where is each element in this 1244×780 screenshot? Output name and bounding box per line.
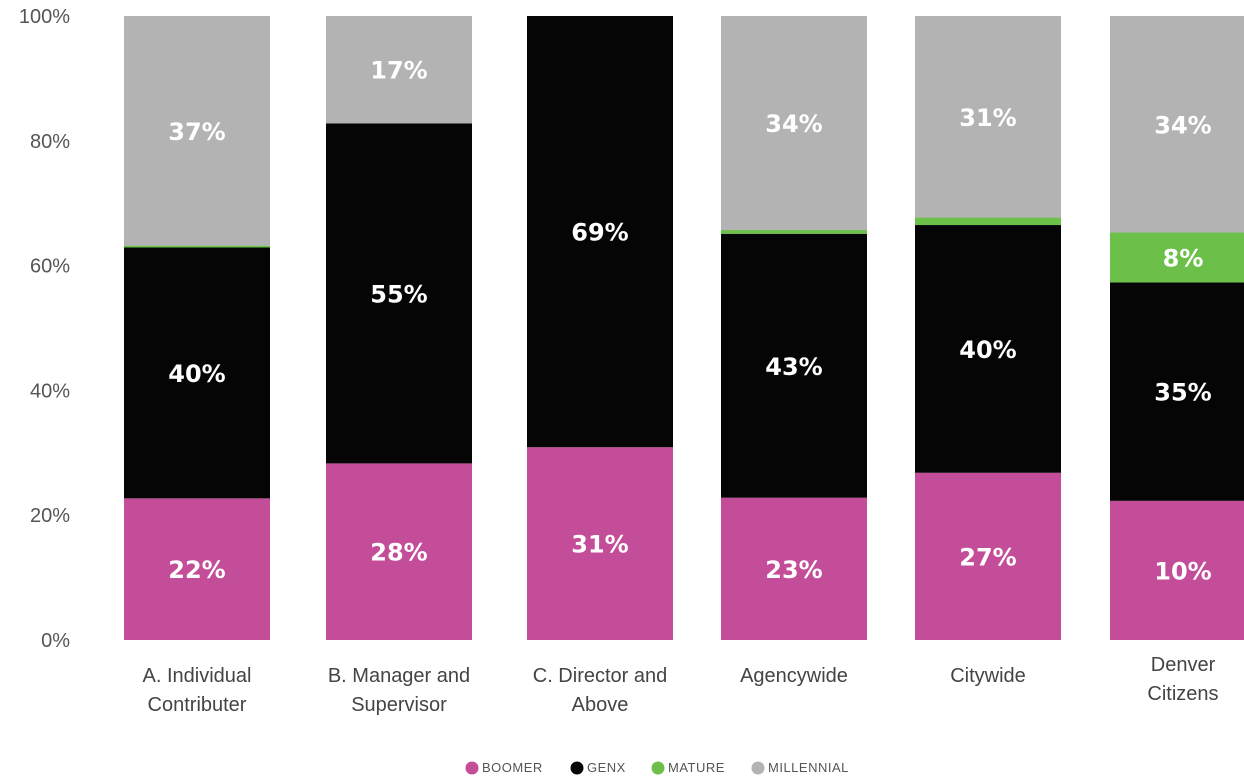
bar-segment-genx-6 [1110, 282, 1244, 501]
data-label-genx-3: 69% [571, 219, 628, 247]
bar-segment-genx-1 [124, 247, 270, 499]
data-label-boomer-1: 22% [168, 556, 225, 584]
bar-segment-boomer-4 [721, 497, 867, 640]
x-category-label-6-line-1: Denver [1151, 654, 1216, 676]
bar-segment-genx-4 [721, 233, 867, 498]
x-axis: A. Individual Contributer B. Manager and Su… [143, 654, 1219, 716]
data-label-boomer-3: 31% [571, 531, 628, 559]
legend-swatch-millennial [751, 761, 765, 775]
data-label-millennial-1: 37% [168, 118, 225, 146]
data-label-mature-6: 8% [1163, 244, 1204, 272]
data-label-genx-1: 40% [168, 360, 225, 388]
bar-segment-millennial-6 [1110, 16, 1244, 233]
bar-segment-genx-5 [915, 225, 1061, 473]
bar-segment-mature-4 [721, 230, 867, 234]
bar-segment-mature-5 [915, 217, 1061, 226]
bars: 22% 40% 37% 28% 55% 17% 31% 69% 23% 43% 34% 27% 40% 3… [124, 16, 1244, 640]
bar-segment-millennial-5 [915, 16, 1061, 218]
bar-segment-millennial-1 [124, 16, 270, 246]
y-tick-label-0: 0% [41, 630, 70, 652]
bar-segment-genx-2 [326, 123, 472, 464]
legend: BOOMER GENX MATURE MILLENNIAL [465, 760, 849, 775]
bar-segment-mature-6 [1110, 232, 1244, 283]
y-tick-label-80: 80% [30, 131, 70, 153]
data-label-boomer-5: 27% [959, 543, 1016, 571]
bar-segment-mature-1 [124, 245, 270, 248]
x-category-label-6-line-2: Citizens [1147, 683, 1218, 705]
data-label-genx-4: 43% [765, 353, 822, 381]
x-category-label-3-line-1: C. Director and [533, 665, 668, 687]
bar-segment-boomer-3 [527, 447, 673, 640]
legend-label-mature: MATURE [668, 760, 725, 775]
data-label-genx-6: 35% [1154, 379, 1211, 407]
legend-label-boomer: BOOMER [482, 760, 543, 775]
bar-segment-boomer-1 [124, 498, 270, 640]
x-category-label-1-line-1: A. Individual [143, 665, 252, 687]
x-category-label-4-line-1: Agencywide [740, 665, 848, 687]
legend-label-genx: GENX [587, 760, 626, 775]
data-label-genx-2: 55% [370, 280, 427, 308]
legend-swatch-genx [570, 761, 584, 775]
data-label-boomer-2: 28% [370, 539, 427, 567]
y-tick-label-20: 20% [30, 505, 70, 527]
bar-segment-millennial-4 [721, 16, 867, 231]
data-label-millennial-2: 17% [370, 57, 427, 85]
y-tick-label-100: 100% [19, 6, 70, 28]
bar-segment-millennial-2 [326, 16, 472, 124]
x-category-label-2-line-2: Supervisor [351, 694, 447, 716]
y-axis: 0% 20% 40% 60% 80% 100% [19, 6, 70, 652]
bar-segment-boomer-2 [326, 463, 472, 640]
legend-swatch-mature [651, 761, 665, 775]
bar-segment-boomer-6 [1110, 500, 1244, 640]
x-category-label-5-line-1: Citywide [950, 665, 1026, 687]
legend-swatch-boomer [465, 761, 479, 775]
data-label-boomer-6: 10% [1154, 557, 1211, 585]
bar-segment-boomer-5 [915, 472, 1061, 640]
data-label-millennial-5: 31% [959, 104, 1016, 132]
x-category-label-2-line-1: B. Manager and [328, 665, 470, 687]
x-category-label-3-line-2: Above [572, 694, 629, 716]
y-tick-label-40: 40% [30, 380, 70, 402]
data-label-millennial-6: 34% [1154, 111, 1211, 139]
bar-segment-genx-3 [527, 16, 673, 448]
data-label-boomer-4: 23% [765, 556, 822, 584]
data-label-genx-5: 40% [959, 336, 1016, 364]
legend-label-millennial: MILLENNIAL [768, 760, 849, 775]
data-label-millennial-4: 34% [765, 110, 822, 138]
x-category-label-1-line-2: Contributer [148, 694, 247, 716]
y-tick-label-60: 60% [30, 256, 70, 278]
